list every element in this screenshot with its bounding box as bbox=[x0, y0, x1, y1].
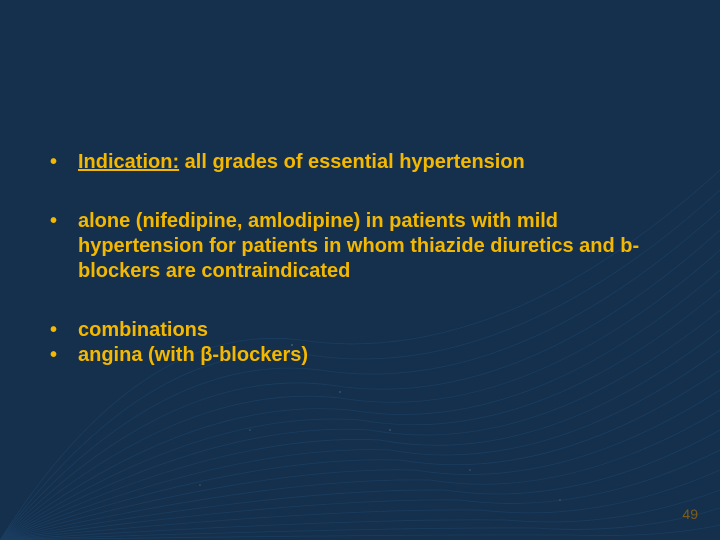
page-number: 49 bbox=[682, 506, 698, 522]
bullet-item: • combinations bbox=[50, 318, 670, 343]
bullet-text: combinations bbox=[78, 318, 670, 343]
bullet-rest: combinations bbox=[78, 319, 208, 341]
bullet-item: • Indication: all grades of essential hy… bbox=[50, 150, 670, 175]
bullet-rest: alone (nifedipine, amlodipine) in patien… bbox=[78, 210, 639, 282]
bullet-text: angina (with β-blockers) bbox=[78, 343, 670, 368]
bullet-prefix: Indication: bbox=[78, 151, 179, 173]
bullet-text: Indication: all grades of essential hype… bbox=[78, 150, 670, 175]
bullet-item: • alone (nifedipine, amlodipine) in pati… bbox=[50, 209, 670, 284]
bullet-marker: • bbox=[50, 343, 78, 368]
bullet-text: alone (nifedipine, amlodipine) in patien… bbox=[78, 209, 670, 284]
bullet-rest: angina (with β-blockers) bbox=[78, 344, 308, 366]
bullet-marker: • bbox=[50, 209, 78, 284]
bullet-item: • angina (with β-blockers) bbox=[50, 343, 670, 368]
bullet-marker: • bbox=[50, 150, 78, 175]
slide-body: • Indication: all grades of essential hy… bbox=[50, 150, 670, 368]
bullet-rest: all grades of essential hypertension bbox=[179, 151, 525, 173]
bullet-marker: • bbox=[50, 318, 78, 343]
